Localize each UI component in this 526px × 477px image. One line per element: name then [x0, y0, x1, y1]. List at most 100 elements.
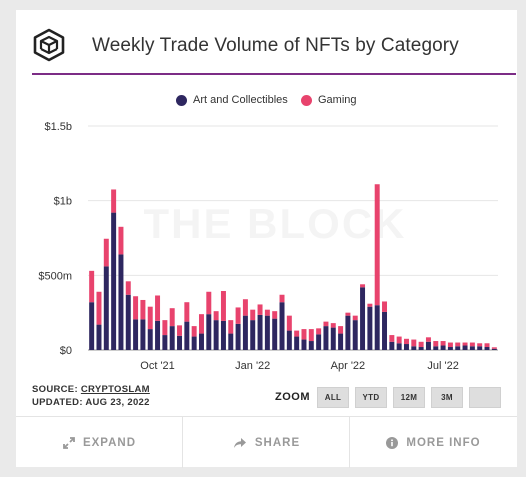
bar-gaming[interactable] — [213, 311, 219, 321]
bar-art-and-collectibles[interactable] — [396, 343, 402, 350]
bar-gaming[interactable] — [403, 338, 409, 345]
bar-gaming[interactable] — [220, 291, 226, 321]
bar-gaming[interactable] — [477, 343, 483, 347]
bar-gaming[interactable] — [367, 303, 373, 307]
bar-gaming[interactable] — [279, 294, 285, 303]
bar-gaming[interactable] — [360, 284, 366, 288]
bar-art-and-collectibles[interactable] — [316, 334, 322, 350]
bar-art-and-collectibles[interactable] — [96, 324, 102, 350]
bar-gaming[interactable] — [411, 339, 417, 347]
bar-art-and-collectibles[interactable] — [228, 333, 234, 350]
bar-gaming[interactable] — [162, 320, 168, 336]
bar-art-and-collectibles[interactable] — [257, 314, 263, 350]
expand-button[interactable]: EXPAND — [16, 417, 183, 468]
bar-art-and-collectibles[interactable] — [425, 341, 431, 350]
bar-gaming[interactable] — [155, 295, 161, 321]
bar-art-and-collectibles[interactable] — [155, 320, 161, 350]
bar-gaming[interactable] — [140, 299, 146, 320]
zoom-12m-button[interactable]: 12M — [393, 386, 425, 408]
bar-gaming[interactable] — [198, 314, 204, 334]
bar-art-and-collectibles[interactable] — [111, 212, 117, 350]
bar-art-and-collectibles[interactable] — [411, 346, 417, 350]
bar-art-and-collectibles[interactable] — [345, 315, 351, 350]
legend-item-art[interactable]: Art and Collectibles — [176, 94, 288, 106]
bar-gaming[interactable] — [425, 337, 431, 342]
bar-gaming[interactable] — [316, 328, 322, 335]
bar-gaming[interactable] — [418, 341, 424, 348]
bar-gaming[interactable] — [301, 329, 307, 340]
bar-gaming[interactable] — [286, 315, 292, 331]
bar-gaming[interactable] — [345, 312, 351, 316]
bar-art-and-collectibles[interactable] — [447, 347, 453, 350]
bar-art-and-collectibles[interactable] — [103, 266, 109, 350]
bar-art-and-collectibles[interactable] — [308, 341, 314, 350]
bar-gaming[interactable] — [484, 343, 490, 348]
bar-art-and-collectibles[interactable] — [440, 345, 446, 350]
bar-art-and-collectibles[interactable] — [352, 320, 358, 350]
bar-art-and-collectibles[interactable] — [389, 341, 395, 350]
bar-gaming[interactable] — [491, 347, 497, 349]
bar-gaming[interactable] — [389, 335, 395, 342]
bar-art-and-collectibles[interactable] — [177, 335, 183, 350]
bar-gaming[interactable] — [469, 342, 475, 347]
bar-gaming[interactable] — [352, 315, 358, 321]
zoom-all-button[interactable]: ALL — [317, 386, 349, 408]
bar-gaming[interactable] — [338, 326, 344, 334]
bar-art-and-collectibles[interactable] — [367, 306, 373, 350]
bar-gaming[interactable] — [133, 296, 139, 320]
bar-gaming[interactable] — [272, 311, 278, 319]
bar-gaming[interactable] — [433, 341, 439, 347]
legend-item-gaming[interactable]: Gaming — [301, 94, 357, 106]
bar-gaming[interactable] — [184, 302, 190, 322]
bar-gaming[interactable] — [323, 321, 329, 327]
bar-gaming[interactable] — [111, 189, 117, 213]
bar-art-and-collectibles[interactable] — [294, 336, 300, 350]
bar-art-and-collectibles[interactable] — [455, 346, 461, 350]
bar-art-and-collectibles[interactable] — [250, 320, 256, 350]
bar-art-and-collectibles[interactable] — [382, 311, 388, 350]
bar-art-and-collectibles[interactable] — [198, 333, 204, 350]
bar-gaming[interactable] — [396, 336, 402, 344]
bar-art-and-collectibles[interactable] — [418, 347, 424, 350]
bar-art-and-collectibles[interactable] — [89, 302, 95, 350]
bar-gaming[interactable] — [147, 306, 153, 330]
bar-art-and-collectibles[interactable] — [279, 302, 285, 350]
bar-gaming[interactable] — [177, 325, 183, 336]
bar-art-and-collectibles[interactable] — [286, 330, 292, 350]
bar-gaming[interactable] — [447, 342, 453, 348]
bar-gaming[interactable] — [257, 304, 263, 315]
bar-art-and-collectibles[interactable] — [360, 287, 366, 350]
bar-art-and-collectibles[interactable] — [491, 348, 497, 350]
bar-gaming[interactable] — [294, 330, 300, 337]
zoom-ytd-button[interactable]: YTD — [355, 386, 387, 408]
bar-gaming[interactable] — [250, 309, 256, 321]
bar-art-and-collectibles[interactable] — [169, 326, 175, 350]
bar-art-and-collectibles[interactable] — [323, 326, 329, 350]
bar-art-and-collectibles[interactable] — [330, 327, 336, 350]
bar-art-and-collectibles[interactable] — [213, 320, 219, 350]
bar-gaming[interactable] — [206, 291, 212, 315]
bar-art-and-collectibles[interactable] — [162, 335, 168, 350]
bar-gaming[interactable] — [169, 308, 175, 327]
bar-gaming[interactable] — [440, 341, 446, 346]
bar-art-and-collectibles[interactable] — [125, 294, 131, 350]
bar-art-and-collectibles[interactable] — [264, 315, 270, 350]
bar-gaming[interactable] — [382, 301, 388, 312]
bar-art-and-collectibles[interactable] — [469, 346, 475, 350]
bar-art-and-collectibles[interactable] — [242, 315, 248, 350]
bar-art-and-collectibles[interactable] — [147, 329, 153, 350]
bar-art-and-collectibles[interactable] — [184, 321, 190, 350]
more-info-button[interactable]: MORE INFO — [350, 417, 517, 468]
bar-gaming[interactable] — [118, 226, 124, 255]
bar-art-and-collectibles[interactable] — [220, 320, 226, 350]
bar-art-and-collectibles[interactable] — [272, 318, 278, 350]
bar-gaming[interactable] — [191, 326, 197, 337]
bar-art-and-collectibles[interactable] — [133, 319, 139, 350]
source-link[interactable]: CRYPTOSLAM — [80, 384, 150, 395]
zoom-3m-button[interactable]: 3M — [431, 386, 463, 408]
bar-gaming[interactable] — [228, 320, 234, 334]
bar-art-and-collectibles[interactable] — [374, 305, 380, 350]
bar-art-and-collectibles[interactable] — [403, 344, 409, 350]
bar-art-and-collectibles[interactable] — [433, 346, 439, 350]
bar-gaming[interactable] — [455, 342, 461, 347]
